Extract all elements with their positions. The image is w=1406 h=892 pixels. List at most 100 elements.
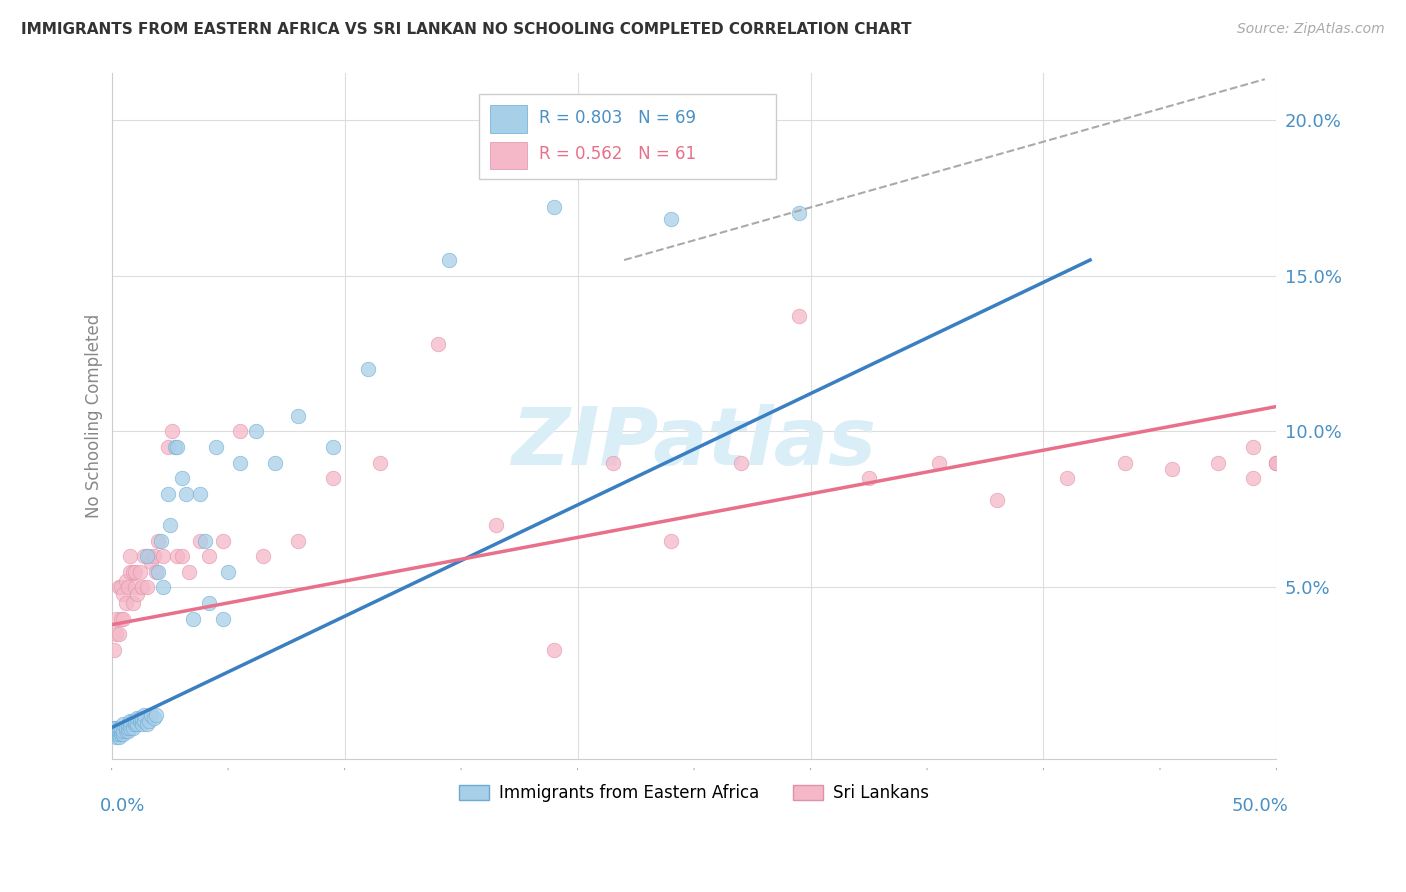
Point [659, 212, 682, 227]
FancyBboxPatch shape [478, 94, 776, 179]
Point [112, 727, 135, 741]
Point [1206, 456, 1229, 470]
Point [787, 309, 810, 323]
Point [105, 627, 128, 641]
Point [166, 549, 188, 563]
Point [156, 487, 179, 501]
Text: IMMIGRANTS FROM EASTERN AFRICA VS SRI LANKAN NO SCHOOLING COMPLETED CORRELATION : IMMIGRANTS FROM EASTERN AFRICA VS SRI LA… [21, 22, 911, 37]
Point [128, 714, 150, 729]
Point [134, 708, 156, 723]
Point [110, 611, 132, 625]
Point [368, 456, 391, 470]
Point [156, 440, 179, 454]
Point [120, 717, 142, 731]
Point [124, 717, 146, 731]
Point [170, 471, 193, 485]
Point [1056, 471, 1078, 485]
Point [148, 565, 170, 579]
Point [135, 549, 157, 563]
FancyBboxPatch shape [491, 142, 527, 169]
Point [357, 362, 380, 376]
Point [117, 723, 139, 738]
Point [152, 549, 174, 563]
Point [426, 337, 449, 351]
Point [148, 533, 170, 548]
Point [1265, 456, 1288, 470]
Point [128, 711, 150, 725]
Point [135, 580, 157, 594]
Point [188, 487, 211, 501]
Text: ZIPatlas: ZIPatlas [512, 404, 876, 483]
Point [928, 456, 950, 470]
FancyBboxPatch shape [491, 105, 527, 133]
Point [134, 714, 156, 729]
Point [229, 456, 252, 470]
Point [112, 723, 135, 738]
Point [120, 565, 142, 579]
Point [1241, 440, 1264, 454]
Point [107, 627, 129, 641]
Point [170, 549, 193, 563]
Point [149, 533, 172, 548]
Point [160, 425, 183, 439]
Point [986, 493, 1008, 508]
Point [121, 596, 143, 610]
Point [110, 723, 132, 738]
Point [730, 456, 752, 470]
Point [141, 708, 163, 723]
Point [141, 555, 163, 569]
Point [205, 440, 228, 454]
Point [1241, 471, 1264, 485]
Point [124, 565, 146, 579]
Point [263, 456, 285, 470]
Point [138, 714, 160, 729]
Point [163, 440, 186, 454]
Point [124, 714, 146, 729]
Point [194, 533, 217, 548]
Point [245, 425, 267, 439]
Point [105, 723, 128, 738]
Point [103, 727, 125, 741]
Point [787, 206, 810, 220]
Point [659, 533, 682, 548]
Point [105, 727, 128, 741]
Point [131, 711, 153, 725]
Point [212, 533, 235, 548]
Point [117, 717, 139, 731]
Point [105, 730, 128, 744]
Point [152, 580, 174, 594]
Point [181, 611, 204, 625]
Point [1265, 456, 1288, 470]
Point [107, 580, 129, 594]
Point [120, 549, 142, 563]
Text: Source: ZipAtlas.com: Source: ZipAtlas.com [1237, 22, 1385, 37]
Point [107, 727, 129, 741]
Point [107, 723, 129, 738]
Point [858, 471, 880, 485]
Point [485, 518, 508, 533]
Point [112, 717, 135, 731]
Text: R = 0.562   N = 61: R = 0.562 N = 61 [538, 145, 696, 163]
Point [439, 252, 461, 267]
Point [229, 425, 252, 439]
Point [217, 565, 239, 579]
Point [188, 533, 211, 548]
Point [198, 596, 221, 610]
Point [252, 549, 274, 563]
Point [543, 200, 565, 214]
Point [112, 611, 135, 625]
Point [112, 586, 135, 600]
Point [114, 574, 136, 588]
Point [117, 580, 139, 594]
Point [114, 721, 136, 735]
Point [543, 642, 565, 657]
Point [138, 549, 160, 563]
Point [322, 440, 344, 454]
Point [142, 711, 165, 725]
Point [602, 456, 624, 470]
Point [114, 596, 136, 610]
Legend: Immigrants from Eastern Africa, Sri Lankans: Immigrants from Eastern Africa, Sri Lank… [453, 778, 935, 809]
Point [177, 565, 200, 579]
Point [121, 714, 143, 729]
Point [287, 533, 309, 548]
